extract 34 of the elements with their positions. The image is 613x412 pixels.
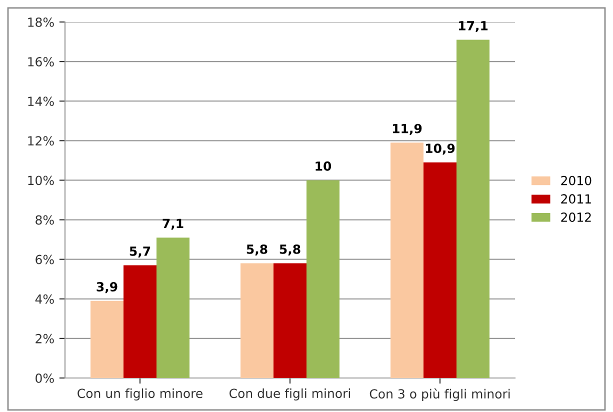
data-label: 7,1 <box>162 218 184 230</box>
y-tick-label: 16% <box>28 57 54 66</box>
data-label: 17,1 <box>458 21 488 32</box>
bar <box>156 238 190 378</box>
y-tick-label: 0% <box>36 373 54 383</box>
y-tick-label: 18% <box>28 17 54 27</box>
bar <box>390 142 424 378</box>
x-tick-label: Con un figlio minore <box>78 388 202 401</box>
bar <box>240 263 274 378</box>
y-tick-label: 4% <box>35 294 54 304</box>
bar <box>306 180 340 378</box>
y-tick-label: 10% <box>28 176 54 186</box>
y-tick-label: 2% <box>36 334 54 344</box>
data-label: 5,8 <box>280 244 300 256</box>
data-label: 5,7 <box>130 246 150 258</box>
data-label: 3,9 <box>96 282 118 294</box>
data-label: 10,9 <box>426 144 455 155</box>
x-tick-label: Con 3 o più figli minori <box>370 388 510 402</box>
bar <box>456 40 490 378</box>
legend-label: 2012 <box>561 212 591 222</box>
bar <box>424 162 456 378</box>
data-label: 10 <box>316 161 332 171</box>
data-label: 5,8 <box>246 244 268 256</box>
bar <box>274 263 306 378</box>
y-tick-label: 6% <box>36 254 54 264</box>
y-tick-label: 8% <box>36 215 54 225</box>
y-tick-label: 12% <box>28 136 54 146</box>
y-tick-label: 14% <box>28 96 54 106</box>
data-label: 11,9 <box>392 124 422 135</box>
bar <box>124 265 156 378</box>
legend-label: 2011 <box>561 194 591 204</box>
legend-label: 2010 <box>561 176 592 186</box>
bar <box>90 300 124 378</box>
x-tick-label: Con due figli minori <box>230 388 350 401</box>
